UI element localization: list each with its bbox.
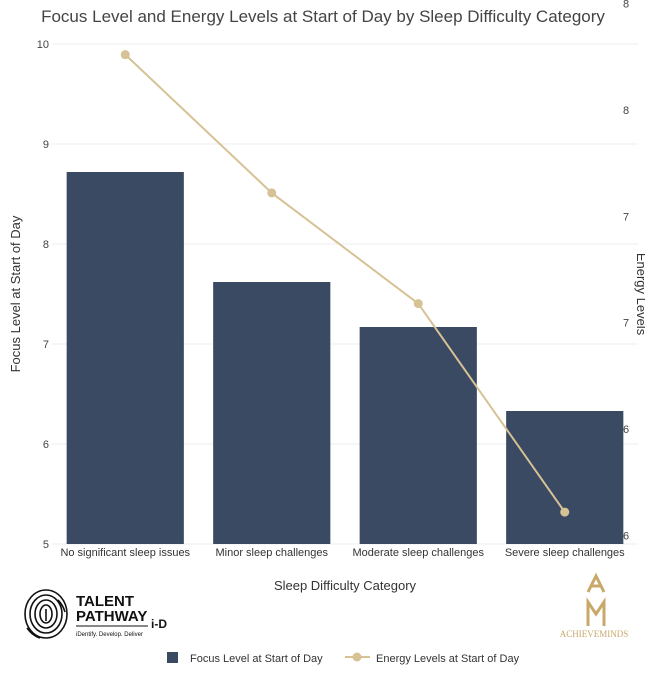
x-tick-label: Minor sleep challenges	[215, 547, 328, 559]
bar[interactable]	[66, 172, 184, 544]
y-axis-title: Focus Level at Start of Day	[8, 215, 23, 372]
y2-tick-label: 7	[623, 318, 629, 330]
legend: Focus Level at Start of Day Energy Level…	[167, 652, 520, 665]
legend-item-energy[interactable]: Energy Levels at Start of Day	[345, 652, 520, 666]
legend-label-energy: Energy Levels at Start of Day	[376, 653, 520, 665]
am-monogram-icon	[586, 572, 606, 626]
y2-axis-ticks: 6 6 7 7 8 8	[623, 0, 629, 542]
logo-id-text: i-D	[151, 617, 167, 631]
x-tick-label: Severe sleep challenges	[505, 547, 625, 559]
y-tick-label: 6	[43, 439, 49, 451]
bar-series	[66, 172, 624, 544]
line-series	[120, 50, 570, 517]
legend-swatch-focus	[167, 652, 178, 663]
logo-tagline: iDentify. Develop. Deliver	[76, 632, 143, 638]
y2-tick-label: 6	[623, 530, 629, 542]
achieveminds-logo: ACHIEVEMINDS	[560, 572, 629, 639]
y-tick-label: 7	[43, 339, 49, 351]
line-point[interactable]	[267, 188, 277, 198]
logo-talent-text: TALENT	[76, 593, 134, 610]
y-tick-label: 10	[37, 39, 49, 51]
legend-marker-energy	[352, 652, 362, 662]
x-tick-label: No significant sleep issues	[60, 547, 190, 559]
line-point[interactable]	[560, 507, 570, 517]
y2-tick-label: 7	[623, 211, 629, 223]
y2-axis-title: Energy Levels	[634, 253, 645, 336]
legend-item-focus[interactable]: Focus Level at Start of Day	[167, 652, 323, 665]
x-axis-tick-labels: No significant sleep issues Minor sleep c…	[60, 547, 625, 559]
bar[interactable]	[506, 411, 624, 544]
line-point[interactable]	[120, 50, 130, 60]
y2-tick-label: 8	[623, 0, 629, 11]
line-point[interactable]	[413, 299, 423, 309]
y-tick-label: 9	[43, 139, 49, 151]
y2-tick-label: 8	[623, 105, 629, 117]
bar[interactable]	[359, 327, 477, 544]
chart-title: Focus Level and Energy Levels at Start o…	[41, 7, 605, 26]
achieveminds-text: ACHIEVEMINDS	[560, 629, 629, 639]
y-tick-label: 8	[43, 239, 49, 251]
talent-pathway-logo: TALENT PATHWAY i-D iDentify. Develop. De…	[24, 589, 167, 639]
x-axis-title: Sleep Difficulty Category	[274, 578, 417, 593]
bar[interactable]	[213, 282, 331, 544]
y-axis-ticks: 5 6 7 8 9 10	[37, 39, 49, 551]
y2-tick-label: 6	[623, 424, 629, 436]
legend-label-focus: Focus Level at Start of Day	[190, 653, 323, 665]
y-tick-label: 5	[43, 539, 49, 551]
energy-line	[124, 53, 566, 513]
x-tick-label: Moderate sleep challenges	[353, 547, 485, 559]
fingerprint-icon	[24, 589, 68, 639]
logo-pathway-text: PATHWAY	[76, 608, 147, 625]
